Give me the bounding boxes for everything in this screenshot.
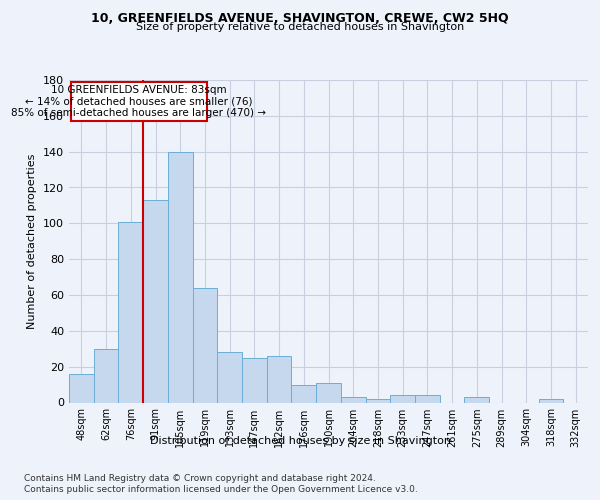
Text: 85% of semi-detached houses are larger (470) →: 85% of semi-detached houses are larger (… bbox=[11, 108, 266, 118]
Bar bbox=[143, 200, 168, 402]
Bar bbox=[292, 384, 316, 402]
Bar bbox=[267, 356, 292, 403]
Bar bbox=[242, 358, 267, 403]
Bar bbox=[217, 352, 242, 403]
Y-axis label: Number of detached properties: Number of detached properties bbox=[28, 154, 37, 329]
Text: Distribution of detached houses by size in Shavington: Distribution of detached houses by size … bbox=[149, 436, 451, 446]
Text: 10 GREENFIELDS AVENUE: 83sqm: 10 GREENFIELDS AVENUE: 83sqm bbox=[51, 85, 227, 95]
Bar bbox=[69, 374, 94, 402]
Bar bbox=[316, 383, 341, 402]
Bar bbox=[464, 397, 489, 402]
Bar bbox=[415, 396, 440, 402]
Text: Contains public sector information licensed under the Open Government Licence v3: Contains public sector information licen… bbox=[24, 485, 418, 494]
Bar bbox=[193, 288, 217, 403]
Bar bbox=[168, 152, 193, 402]
Text: 10, GREENFIELDS AVENUE, SHAVINGTON, CREWE, CW2 5HQ: 10, GREENFIELDS AVENUE, SHAVINGTON, CREW… bbox=[91, 12, 509, 26]
Text: Size of property relative to detached houses in Shavington: Size of property relative to detached ho… bbox=[136, 22, 464, 32]
Bar bbox=[390, 396, 415, 402]
Bar bbox=[94, 349, 118, 403]
Text: Contains HM Land Registry data © Crown copyright and database right 2024.: Contains HM Land Registry data © Crown c… bbox=[24, 474, 376, 483]
Bar bbox=[341, 397, 365, 402]
Text: ← 14% of detached houses are smaller (76): ← 14% of detached houses are smaller (76… bbox=[25, 96, 253, 106]
Bar bbox=[539, 399, 563, 402]
Bar bbox=[71, 82, 206, 121]
Bar bbox=[118, 222, 143, 402]
Bar bbox=[365, 399, 390, 402]
